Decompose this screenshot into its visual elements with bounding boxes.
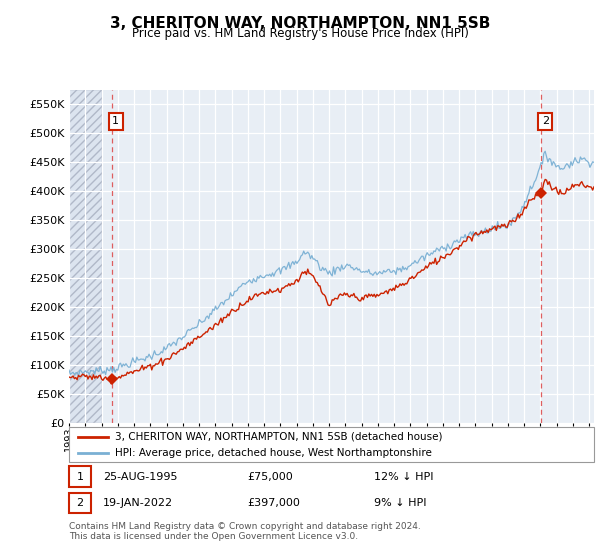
- Text: £75,000: £75,000: [248, 472, 293, 482]
- Text: 19-JAN-2022: 19-JAN-2022: [103, 498, 173, 508]
- Text: £397,000: £397,000: [248, 498, 301, 508]
- Text: 25-AUG-1995: 25-AUG-1995: [103, 472, 178, 482]
- Text: Price paid vs. HM Land Registry's House Price Index (HPI): Price paid vs. HM Land Registry's House …: [131, 27, 469, 40]
- Text: 2: 2: [76, 498, 83, 508]
- Text: HPI: Average price, detached house, West Northamptonshire: HPI: Average price, detached house, West…: [115, 447, 432, 458]
- Text: 12% ↓ HPI: 12% ↓ HPI: [373, 472, 433, 482]
- Text: 3, CHERITON WAY, NORTHAMPTON, NN1 5SB: 3, CHERITON WAY, NORTHAMPTON, NN1 5SB: [110, 16, 490, 31]
- Text: 1: 1: [77, 472, 83, 482]
- FancyBboxPatch shape: [69, 493, 91, 513]
- Text: 2: 2: [542, 116, 549, 126]
- Text: 1: 1: [112, 116, 119, 126]
- FancyBboxPatch shape: [69, 466, 91, 487]
- Text: 9% ↓ HPI: 9% ↓ HPI: [373, 498, 426, 508]
- FancyBboxPatch shape: [69, 427, 594, 462]
- Text: Contains HM Land Registry data © Crown copyright and database right 2024.
This d: Contains HM Land Registry data © Crown c…: [69, 522, 421, 542]
- Text: 3, CHERITON WAY, NORTHAMPTON, NN1 5SB (detached house): 3, CHERITON WAY, NORTHAMPTON, NN1 5SB (d…: [115, 432, 443, 442]
